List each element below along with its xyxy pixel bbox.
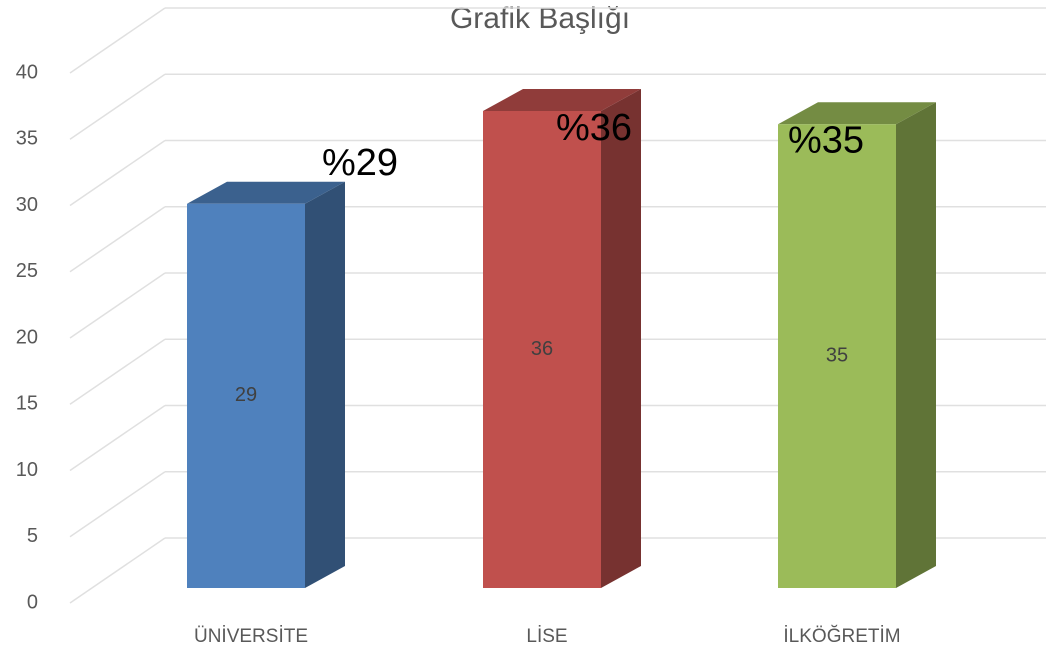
grid-line-side xyxy=(69,139,166,207)
bar xyxy=(778,124,896,588)
value-label: %35 xyxy=(788,119,864,161)
bar xyxy=(187,203,305,588)
bar-top xyxy=(483,89,641,111)
value-label: %29 xyxy=(322,142,398,184)
bar-top xyxy=(778,102,936,125)
y-tick-label: 40 xyxy=(16,61,38,83)
grid-line-side xyxy=(69,73,166,140)
grid-line-side xyxy=(69,404,166,472)
x-tick-label: ÜNİVERSİTE xyxy=(194,626,308,647)
bar-top xyxy=(187,181,345,204)
x-tick-label: İLKÖĞRETİM xyxy=(783,625,900,647)
y-tick-label: 30 xyxy=(16,194,38,216)
y-tick-label: 35 xyxy=(16,128,38,150)
chart-title: Grafik Başlığı xyxy=(450,2,630,35)
data-label: 29 xyxy=(235,384,257,406)
grid-line-side xyxy=(69,206,166,273)
y-tick-label: 5 xyxy=(27,525,38,547)
y-tick-label: 15 xyxy=(16,393,38,415)
grid-line-side xyxy=(69,272,166,339)
bar xyxy=(483,111,601,588)
data-label: 36 xyxy=(531,338,553,360)
x-tick-label: LİSE xyxy=(526,626,567,647)
y-tick-label: 25 xyxy=(16,260,38,282)
y-tick-label: 10 xyxy=(16,459,38,481)
bar-side xyxy=(601,89,641,588)
grid-line-side xyxy=(69,7,166,74)
grid-line-side xyxy=(69,471,166,538)
data-label: 35 xyxy=(826,344,848,366)
grid-line-side xyxy=(69,537,166,604)
y-tick-label: 20 xyxy=(16,326,38,348)
grid-line-side xyxy=(69,338,166,405)
bar-side xyxy=(305,181,345,588)
bar-side xyxy=(896,102,936,588)
value-label: %36 xyxy=(556,107,632,149)
y-tick-label: 0 xyxy=(27,591,38,613)
